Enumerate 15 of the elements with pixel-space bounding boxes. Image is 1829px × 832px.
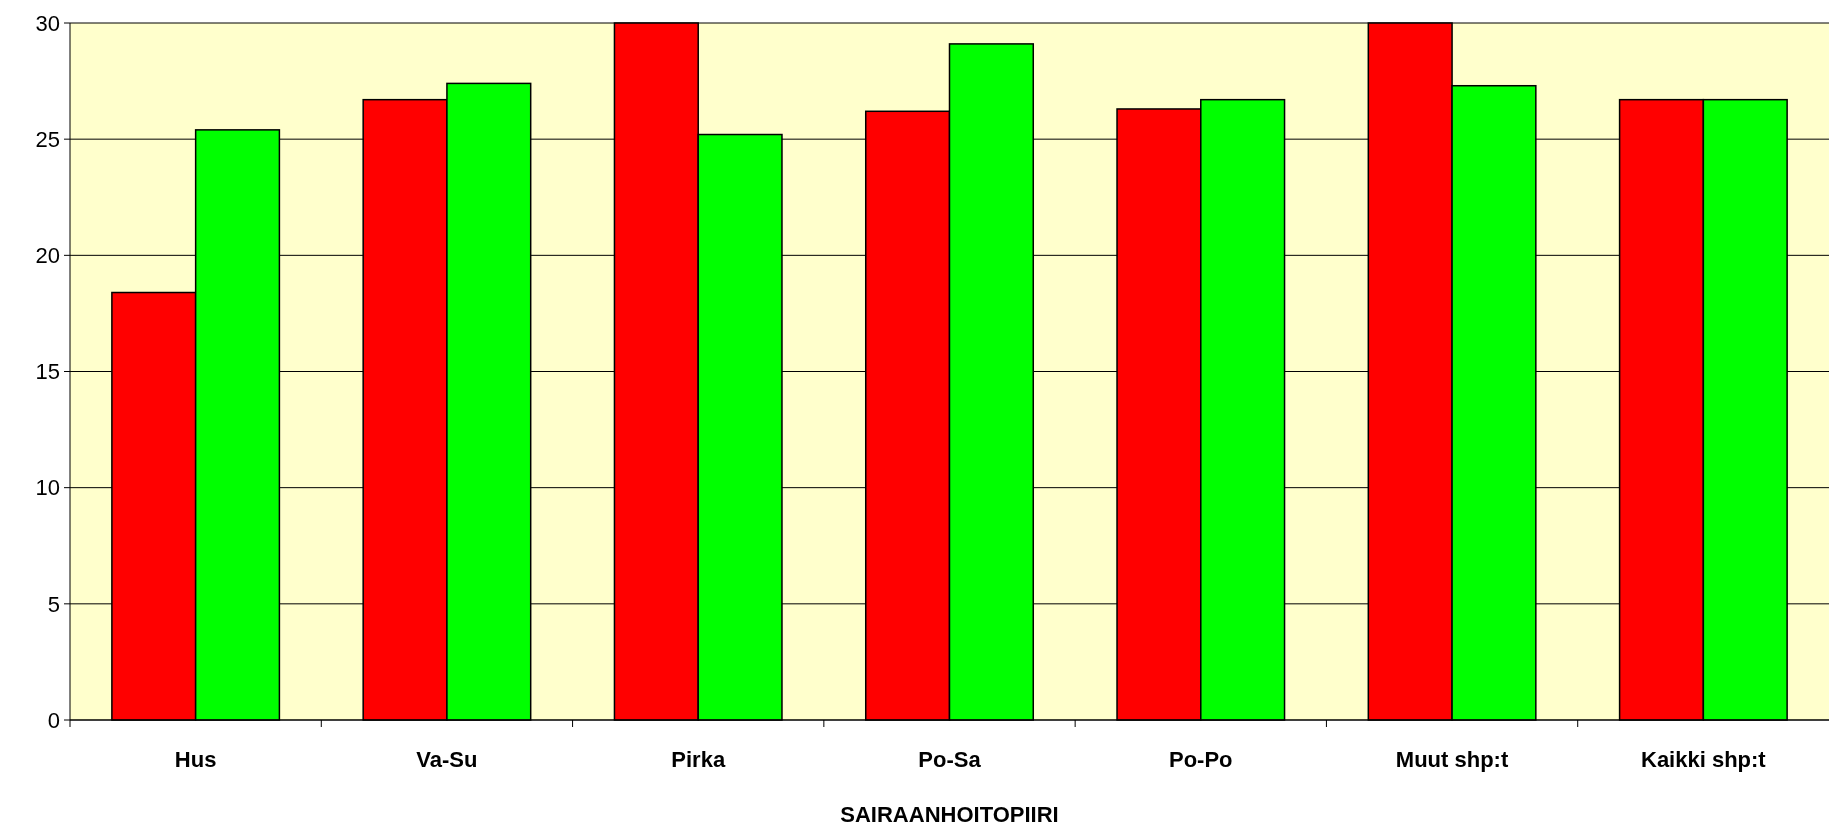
x-tick-label: Po-Po	[1169, 747, 1233, 772]
y-tick-label: 0	[47, 707, 60, 733]
y-tick-label: 25	[35, 126, 60, 152]
x-tick-label: Pirka	[671, 747, 726, 772]
x-tick-label: Po-Sa	[918, 747, 982, 772]
y-tick-label: 15	[35, 359, 60, 385]
y-tick-label: 10	[35, 475, 60, 501]
y-tick-label: 5	[47, 591, 60, 617]
x-tick-label: Kaikki shp:t	[1641, 747, 1767, 772]
y-tick-label: 20	[35, 243, 60, 269]
y-tick-label: 30	[35, 10, 60, 36]
x-tick-label: Muut shp:t	[1395, 747, 1509, 772]
x-tick-label: Hus	[174, 747, 217, 772]
x-axis-title: SAIRAANHOITOPIIRI	[840, 802, 1059, 827]
x-tick-label: Va-Su	[416, 747, 478, 772]
